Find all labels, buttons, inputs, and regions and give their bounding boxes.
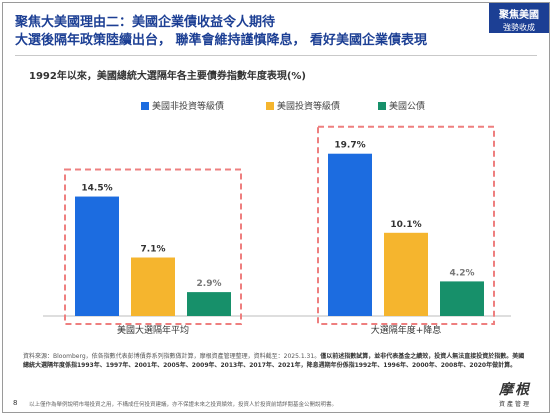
theme-tag-title: 聚焦美國 — [499, 10, 539, 21]
source-note: 資料來源：Bloomberg，依各指數代表彭博債券系列指數做計算，摩根資產管理整… — [23, 353, 528, 370]
legend-item-high-yield: 美國非投資等級債 — [141, 99, 224, 112]
page-number: 8 — [13, 399, 18, 407]
headline: 聚焦大美國理由二：美國企業債收益令人期待 — [15, 11, 275, 30]
theme-tag: 聚焦美國 強勢收成 — [489, 3, 549, 33]
category-label: 大選隔年度+降息 — [371, 324, 442, 336]
category-label: 美國大選隔年平均 — [117, 324, 189, 336]
bar-value-label: 4.2% — [450, 268, 475, 278]
divider — [15, 55, 537, 56]
legend-swatch — [266, 101, 274, 110]
bar — [328, 153, 372, 316]
legend-swatch — [141, 101, 149, 110]
bar-value-label: 10.1% — [390, 220, 421, 230]
highlight-frame — [317, 125, 495, 326]
company-logo: 摩根 資產管理 — [491, 379, 539, 408]
chart-title: 1992年以來，美國總統大選隔年各主要債券指數年度表現(%) — [29, 71, 306, 82]
source-text: Bloomberg，依各指數代表彭博債券系列指數做計算，摩根資產管理整理，資料截… — [53, 353, 321, 360]
legend-item-investment-grade: 美國投資等級債 — [266, 99, 340, 112]
logo-subtitle: 資產管理 — [498, 401, 531, 408]
source-prefix: 資料來源： — [23, 353, 54, 360]
bar — [187, 292, 231, 316]
bar-value-label: 7.1% — [141, 245, 166, 255]
bar-chart: 14.5% 7.1% 2.9% 美國大選隔年平均 19.7% 10.1% 4.2% 大選隔年度… — [43, 125, 511, 336]
bar-value-label: 2.9% — [197, 279, 222, 289]
headline-prefix: 聚焦大美國理由二： — [15, 15, 133, 30]
highlight-frame — [64, 168, 242, 325]
bar-value-label: 19.7% — [334, 141, 365, 151]
bar — [384, 232, 428, 316]
bar — [440, 281, 484, 316]
legend-label: 美國投資等級債 — [277, 102, 341, 112]
theme-tag-subtitle: 強勢收成 — [503, 23, 535, 32]
bar — [131, 257, 175, 316]
footer-disclaimer: 以上僅作為舉例說明市場投資之用，不構成任何投資建議，亦不保證未來之投資績效，投資… — [29, 402, 338, 408]
legend-label: 美國公債 — [389, 102, 426, 112]
legend-item-treasury: 美國公債 — [378, 99, 425, 112]
bar — [75, 196, 119, 316]
source-bold-text: 僅以前述指數試算，並非代表基金之績效，投資人無法直接投資於指數。美國總統大選隔年… — [23, 353, 525, 369]
slide: 聚焦大美國理由二：美國企業債收益令人期待 大選後隔年政策陸續出台， 聯準會維持謹… — [2, 2, 550, 413]
bar-value-label: 14.5% — [81, 184, 112, 194]
logo-name: 摩根 — [499, 382, 531, 398]
legend-label: 美國非投資等級債 — [152, 102, 225, 112]
headline-highlight: 美國企業債收益令人期待 — [132, 15, 276, 30]
subheadline: 大選後隔年政策陸續出台， 聯準會維持謹慎降息， 看好美國企業債表現 — [15, 33, 428, 48]
legend-swatch — [378, 101, 386, 110]
